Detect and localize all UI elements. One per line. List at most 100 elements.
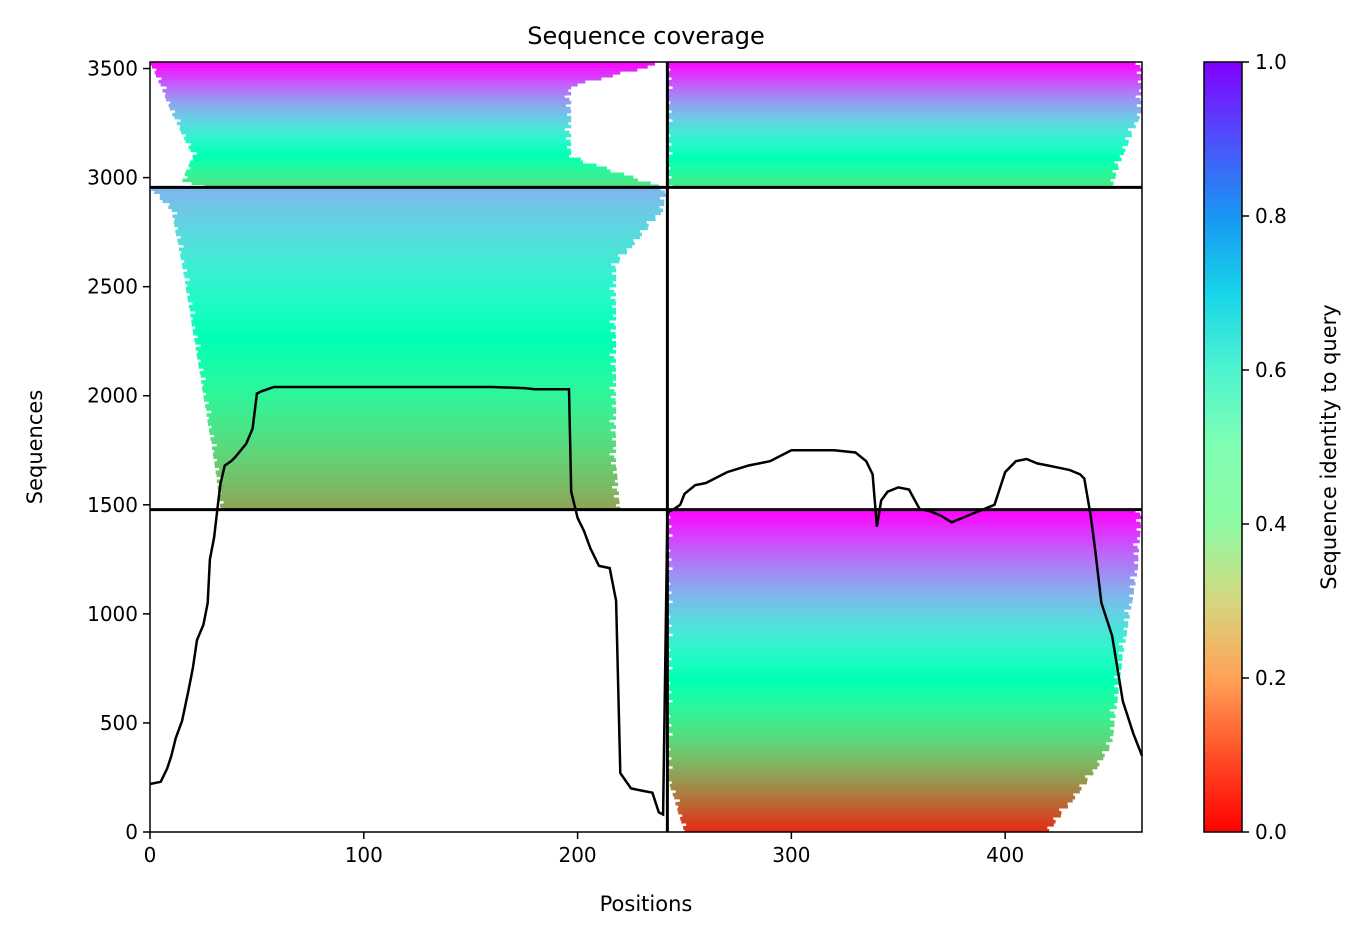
heatmap-row bbox=[667, 636, 1124, 640]
heatmap-row bbox=[667, 621, 1129, 625]
heatmap-row bbox=[669, 124, 1136, 129]
heatmap-row bbox=[190, 148, 572, 153]
heatmap-row bbox=[187, 268, 616, 273]
heatmap-row bbox=[667, 627, 1124, 631]
heatmap-row bbox=[674, 795, 1076, 800]
heatmap-row bbox=[667, 178, 1111, 183]
heatmap-row bbox=[171, 208, 664, 213]
heatmap-row bbox=[667, 154, 1120, 159]
heatmap-row bbox=[209, 428, 611, 432]
heatmap-row bbox=[177, 238, 634, 243]
heatmap-row bbox=[187, 298, 616, 303]
heatmap-row bbox=[667, 684, 1115, 688]
heatmap-row bbox=[667, 542, 1134, 547]
heatmap-row bbox=[667, 94, 1136, 99]
heatmap-row bbox=[195, 341, 617, 345]
heatmap-row bbox=[667, 103, 1137, 108]
heatmap-row bbox=[668, 115, 1140, 120]
heatmap-row bbox=[187, 175, 634, 180]
heatmap-row bbox=[191, 181, 651, 186]
heatmap-row bbox=[186, 169, 611, 174]
y-tick-label: 1500 bbox=[87, 493, 138, 517]
heatmap-row bbox=[193, 332, 616, 336]
plot-frame bbox=[149, 61, 1143, 833]
heatmap-row bbox=[187, 295, 611, 300]
heatmap-row bbox=[220, 503, 616, 508]
heatmap-row bbox=[180, 253, 618, 258]
heatmap-row bbox=[667, 750, 1102, 755]
heatmap-row bbox=[201, 380, 614, 384]
heatmap-row bbox=[206, 392, 616, 396]
heatmap-row bbox=[670, 747, 1110, 752]
heatmap-row bbox=[218, 482, 619, 487]
heatmap-row bbox=[166, 85, 572, 90]
heatmap-row bbox=[667, 527, 1137, 532]
heatmap-row bbox=[667, 97, 1141, 102]
heatmap-row bbox=[198, 350, 617, 354]
heatmap-row bbox=[672, 765, 1098, 770]
heatmap-row bbox=[156, 73, 613, 78]
heatmap-row bbox=[667, 569, 1135, 574]
heatmap-row bbox=[166, 97, 570, 102]
heatmap-row bbox=[169, 106, 571, 111]
heatmap-row bbox=[667, 753, 1105, 758]
block-middle-left bbox=[151, 187, 666, 511]
y-tick-label: 2000 bbox=[87, 384, 138, 408]
colorbar-tick-label: 0.4 bbox=[1255, 512, 1287, 536]
heatmap-row bbox=[667, 130, 1132, 135]
heatmap-row bbox=[174, 115, 572, 120]
colorbar-tick-label: 0.6 bbox=[1255, 358, 1287, 382]
heatmap-row bbox=[667, 678, 1119, 682]
heatmap-row bbox=[196, 151, 572, 156]
heatmap-row bbox=[198, 362, 611, 366]
heatmap-row bbox=[667, 65, 1141, 69]
heatmap-row bbox=[178, 241, 635, 246]
heatmap-row bbox=[210, 437, 612, 441]
heatmap-row bbox=[165, 91, 572, 96]
heatmap-row bbox=[182, 265, 616, 270]
heatmap-row bbox=[669, 606, 1132, 610]
heatmap-row bbox=[203, 395, 611, 399]
heatmap-row bbox=[184, 136, 566, 141]
heatmap-row bbox=[180, 256, 621, 261]
heatmap-row bbox=[208, 422, 615, 426]
heatmap-row bbox=[667, 711, 1115, 716]
heatmap-row bbox=[669, 157, 1122, 162]
heatmap-row bbox=[191, 319, 610, 324]
x-tick-label: 200 bbox=[558, 843, 596, 867]
heatmap-row bbox=[667, 708, 1110, 713]
heatmap-row bbox=[669, 705, 1117, 710]
heatmap-row bbox=[192, 301, 616, 306]
heatmap-row bbox=[196, 353, 610, 357]
heatmap-row bbox=[682, 813, 1061, 818]
y-tick-label: 2500 bbox=[87, 275, 138, 299]
colorbar-gradient bbox=[1203, 61, 1243, 833]
heatmap-row bbox=[667, 687, 1119, 691]
heatmap-row bbox=[668, 762, 1100, 767]
heatmap-row bbox=[667, 136, 1126, 141]
heatmap-row bbox=[184, 172, 625, 177]
heatmap-row bbox=[190, 166, 608, 171]
heatmap-row bbox=[170, 100, 572, 105]
x-axis-label: Positions bbox=[600, 892, 693, 916]
chart-title: Sequence coverage bbox=[527, 22, 764, 50]
heatmap-row bbox=[205, 377, 617, 381]
heatmap-row bbox=[678, 810, 1062, 815]
y-tick-label: 3500 bbox=[87, 57, 138, 81]
heatmap-row bbox=[667, 717, 1110, 722]
heatmap-row bbox=[185, 139, 571, 144]
heatmap-row bbox=[672, 633, 1127, 637]
heatmap-row bbox=[190, 313, 614, 318]
heatmap-row bbox=[670, 681, 1120, 685]
heatmap-row bbox=[684, 829, 1050, 832]
heatmap-row bbox=[186, 289, 615, 294]
heatmap-row bbox=[675, 801, 1068, 806]
heatmap-row bbox=[668, 563, 1139, 568]
heatmap-row bbox=[176, 232, 642, 237]
heatmap-row bbox=[677, 807, 1060, 812]
heatmap-row bbox=[667, 675, 1114, 679]
heatmap-row bbox=[168, 103, 566, 108]
heatmap-row bbox=[667, 160, 1115, 165]
heatmap-row bbox=[181, 130, 570, 135]
heatmap-row bbox=[667, 575, 1131, 580]
